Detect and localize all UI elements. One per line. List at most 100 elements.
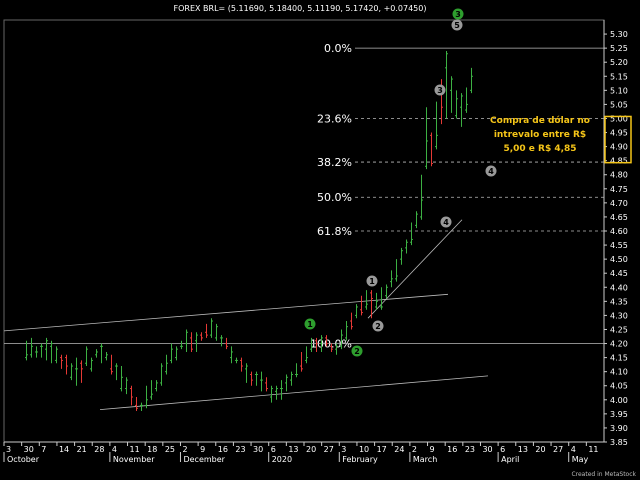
y-tick-label: 4.00 <box>610 396 628 405</box>
y-tick-label: 4.05 <box>610 382 628 391</box>
chart-title: FOREX BRL= (5.11690, 5.18400, 5.11190, 5… <box>174 4 427 13</box>
y-tick-label: 5.25 <box>610 44 628 53</box>
y-tick-label: 3.95 <box>610 410 628 419</box>
x-month-label: April <box>501 455 519 464</box>
x-tick-label: 3 <box>341 445 346 454</box>
x-tick-label: 4 <box>571 445 576 454</box>
y-tick-label: 4.20 <box>610 340 628 349</box>
fib-level-label: 38.2% <box>317 156 352 169</box>
y-tick-label: 4.80 <box>610 171 628 180</box>
x-tick-label: 10 <box>359 445 369 454</box>
y-tick-label: 4.60 <box>610 227 628 236</box>
x-tick-label: 13 <box>288 445 298 454</box>
y-tick-label: 3.90 <box>610 424 628 433</box>
y-tick-label: 4.30 <box>610 311 628 320</box>
wave-label: 4 <box>488 167 494 176</box>
wave-marker <box>440 216 452 228</box>
wave-label: 3 <box>437 86 443 95</box>
y-tick-label: 4.15 <box>610 354 628 363</box>
y-tick-label: 4.95 <box>610 129 628 138</box>
y-tick-label: 4.40 <box>610 283 628 292</box>
x-tick-label: 4 <box>112 445 117 454</box>
x-tick-label: 30 <box>24 445 34 454</box>
wave-marker <box>451 19 463 31</box>
wave-label: 2 <box>375 322 381 331</box>
x-tick-label: 30 <box>482 445 492 454</box>
y-tick-label: 4.50 <box>610 255 628 264</box>
x-tick-label: 20 <box>535 445 545 454</box>
x-month-label: March <box>413 455 437 464</box>
y-tick-label: 5.10 <box>610 86 628 95</box>
x-tick-label: 18 <box>147 445 157 454</box>
x-tick-label: 2 <box>182 445 187 454</box>
price-zone-highlight <box>604 115 632 164</box>
y-tick-label: 4.65 <box>610 213 628 222</box>
wave-marker <box>452 8 464 20</box>
y-tick-label: 3.85 <box>610 438 628 447</box>
wave-label: 3 <box>455 10 461 19</box>
y-tick-label: 5.05 <box>610 100 628 109</box>
channel-lower-line <box>99 375 489 411</box>
wave-marker <box>434 84 446 96</box>
x-month-label: November <box>113 455 155 464</box>
x-tick-label: 9 <box>200 445 205 454</box>
annotation-text: 5,00 e R$ 4,85 <box>503 144 576 154</box>
x-tick-label: 7 <box>41 445 46 454</box>
x-tick-label: 14 <box>59 445 69 454</box>
wave-label: 5 <box>454 21 460 30</box>
y-tick-label: 4.85 <box>610 157 628 166</box>
y-tick-label: 5.30 <box>610 30 628 39</box>
trend-support-line <box>367 219 463 319</box>
x-tick-label: 23 <box>465 445 475 454</box>
y-tick-label: 4.35 <box>610 297 628 306</box>
x-tick-label: 3 <box>6 445 11 454</box>
x-tick-label: 2 <box>412 445 417 454</box>
y-tick-label: 5.20 <box>610 58 628 67</box>
x-month-label: October <box>7 455 40 464</box>
x-tick-label: 11 <box>130 445 140 454</box>
annotation-text: Compra de dólar no <box>490 115 590 126</box>
wave-marker <box>485 165 497 177</box>
credit-text: Created in MetaStock <box>571 471 636 478</box>
wave-marker <box>372 320 384 332</box>
y-tick-label: 4.75 <box>610 185 628 194</box>
wave-label: 4 <box>443 218 449 227</box>
x-tick-label: 13 <box>518 445 528 454</box>
channel-upper-line <box>3 293 449 332</box>
wave-marker <box>304 318 316 330</box>
x-tick-label: 6 <box>271 445 276 454</box>
x-tick-label: 25 <box>165 445 175 454</box>
y-tick-label: 5.15 <box>610 72 628 81</box>
x-tick-label: 16 <box>218 445 228 454</box>
x-tick-label: 9 <box>430 445 435 454</box>
x-tick-label: 28 <box>94 445 104 454</box>
x-tick-label: 24 <box>394 445 404 454</box>
wave-label: 1 <box>369 277 375 286</box>
x-tick-label: 11 <box>588 445 598 454</box>
wave-marker <box>351 345 363 357</box>
annotation-text: intrevalo entre R$ <box>494 130 586 140</box>
x-month-label: December <box>183 455 225 464</box>
x-tick-label: 27 <box>324 445 334 454</box>
x-tick-label: 20 <box>306 445 316 454</box>
x-tick-label: 6 <box>500 445 505 454</box>
y-tick-label: 4.70 <box>610 199 628 208</box>
fib-level-label: 0.0% <box>324 42 352 55</box>
fib-level-label: 23.6% <box>317 112 352 125</box>
x-tick-label: 23 <box>235 445 245 454</box>
y-tick-label: 4.90 <box>610 143 628 152</box>
y-tick-label: 4.55 <box>610 241 628 250</box>
x-tick-label: 27 <box>553 445 563 454</box>
wave-label: 1 <box>307 320 313 329</box>
y-tick-label: 4.10 <box>610 368 628 377</box>
fib-level-label: 61.8% <box>317 225 352 238</box>
wave-marker <box>366 275 378 287</box>
x-month-label: February <box>342 455 378 464</box>
x-month-label: May <box>572 455 589 464</box>
x-tick-label: 21 <box>77 445 87 454</box>
y-tick-label: 4.25 <box>610 325 628 334</box>
x-tick-label: 30 <box>253 445 263 454</box>
y-tick-label: 4.45 <box>610 269 628 278</box>
